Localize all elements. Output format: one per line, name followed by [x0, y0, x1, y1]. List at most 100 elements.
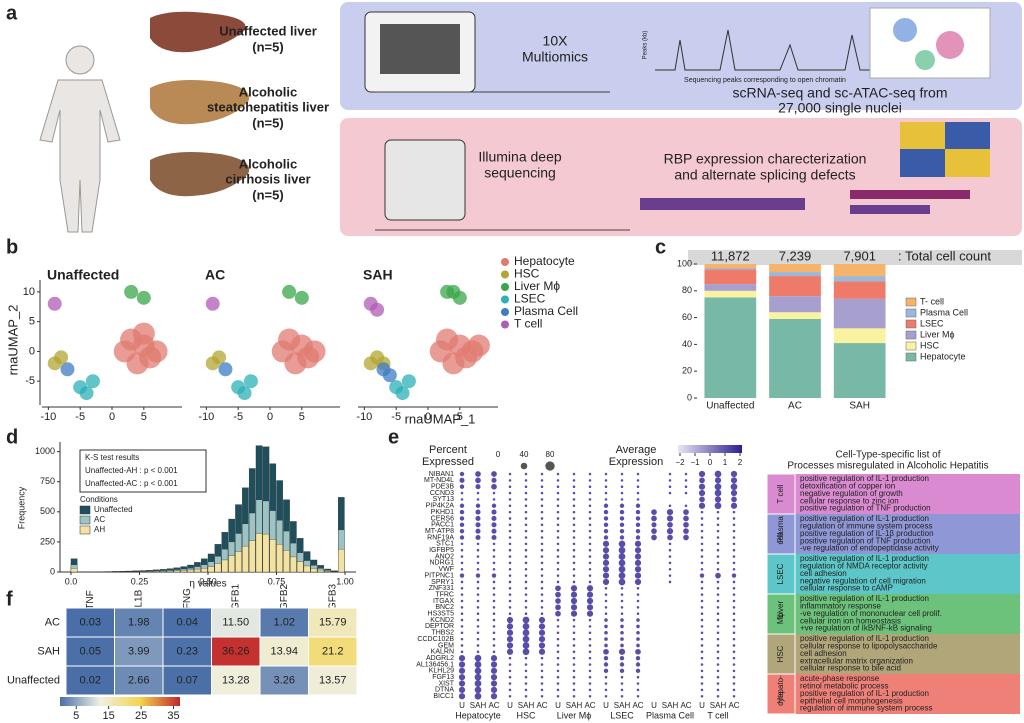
cell-label: 21.2	[322, 645, 343, 657]
group-band	[767, 634, 1020, 674]
y-axis-label: rnaUMAP_2	[5, 305, 20, 376]
gene-label: PITPNC1	[424, 572, 454, 579]
dot	[604, 599, 608, 603]
dot	[540, 593, 544, 596]
dot	[730, 470, 738, 478]
dot	[714, 483, 722, 491]
dot	[492, 612, 496, 615]
dot	[492, 618, 496, 622]
dot	[700, 587, 704, 590]
x-tick-label: -5	[391, 411, 401, 423]
dot	[636, 485, 640, 488]
legend-swatch	[905, 319, 917, 329]
dot	[602, 547, 610, 554]
dot	[732, 650, 736, 654]
process-item: -ve regulation of endopeptidase activity	[800, 544, 939, 553]
dot	[540, 612, 544, 615]
bar-segment	[704, 284, 757, 291]
umap-point	[218, 362, 233, 377]
dot	[714, 470, 722, 478]
dot	[572, 555, 576, 558]
dot	[651, 534, 657, 541]
condition-label: SAH	[662, 701, 679, 710]
hist-bar	[235, 551, 242, 573]
annotation: K-S test results	[85, 453, 139, 462]
group-band	[767, 474, 1020, 514]
hist-bar	[248, 540, 256, 573]
process-item: positive regulation of TNF production	[800, 536, 931, 545]
legend-swatch	[501, 283, 509, 291]
dot	[459, 573, 465, 578]
dot	[700, 682, 704, 685]
dot	[714, 496, 722, 503]
process-item: regulation of immune system process	[800, 522, 933, 531]
dot	[524, 561, 528, 565]
dot	[508, 580, 512, 584]
dot	[556, 694, 560, 698]
size-legend-title: Expressed	[422, 456, 474, 468]
legend-swatch	[501, 320, 509, 329]
dot	[716, 682, 720, 685]
x-tick-label: 0.0	[65, 576, 78, 586]
umap-point	[382, 368, 397, 383]
process-item: extracellular matrix organization	[800, 656, 913, 665]
dot	[492, 606, 496, 609]
dot	[588, 555, 592, 558]
total-banner	[688, 250, 1022, 265]
dot	[732, 694, 736, 698]
dot	[635, 668, 641, 674]
dot	[460, 612, 464, 615]
dot	[636, 688, 640, 692]
legend-swatch	[79, 505, 91, 515]
mini-umap-cluster	[936, 31, 964, 59]
x-tick-label: -10	[356, 411, 372, 423]
dot	[556, 625, 560, 628]
dot	[508, 485, 512, 488]
dot	[618, 559, 626, 567]
dot	[474, 661, 482, 668]
process-item: positive regulation of IL-1 production	[800, 594, 929, 603]
gene-label: HS3ST5	[428, 611, 455, 618]
column-label: IFNG	[182, 588, 193, 612]
group-label: HSC	[776, 645, 785, 662]
dot	[475, 515, 481, 521]
hist-bar	[70, 568, 78, 573]
dot	[636, 498, 640, 501]
dot	[602, 540, 610, 547]
group-label: cyte	[776, 691, 785, 706]
umap-point	[370, 302, 385, 317]
colorbar	[60, 697, 180, 706]
dot	[603, 535, 609, 540]
dot	[491, 471, 497, 477]
dot	[732, 529, 736, 533]
gene-label: ZNF331	[429, 585, 454, 592]
process-item: epithelial cell morphogenesis	[800, 696, 903, 705]
hist-bar	[276, 544, 283, 573]
dot	[460, 542, 464, 546]
dot	[620, 688, 624, 692]
dot	[555, 604, 561, 611]
bar-segment	[704, 269, 757, 285]
colorbar-label: 15	[103, 710, 115, 722]
dot	[492, 599, 496, 603]
dot	[508, 548, 512, 552]
dot	[684, 479, 688, 482]
dot	[716, 606, 720, 609]
dot	[684, 472, 688, 476]
dot	[716, 529, 720, 533]
dot	[586, 597, 594, 605]
dot	[490, 674, 498, 681]
dot	[524, 485, 528, 488]
dot	[620, 630, 624, 635]
process-item: detoxification of copper ion	[800, 482, 895, 491]
dot	[602, 578, 610, 586]
dot	[588, 542, 592, 546]
process-item: inflammatory response	[800, 602, 881, 611]
gene-label: STC1	[436, 541, 454, 548]
dot	[556, 485, 560, 488]
gene-label: PKHD1	[431, 509, 454, 516]
table-title: Cell-Type-specific list of	[835, 450, 940, 461]
dot	[604, 612, 608, 615]
dot	[732, 656, 736, 660]
dot	[540, 523, 544, 527]
